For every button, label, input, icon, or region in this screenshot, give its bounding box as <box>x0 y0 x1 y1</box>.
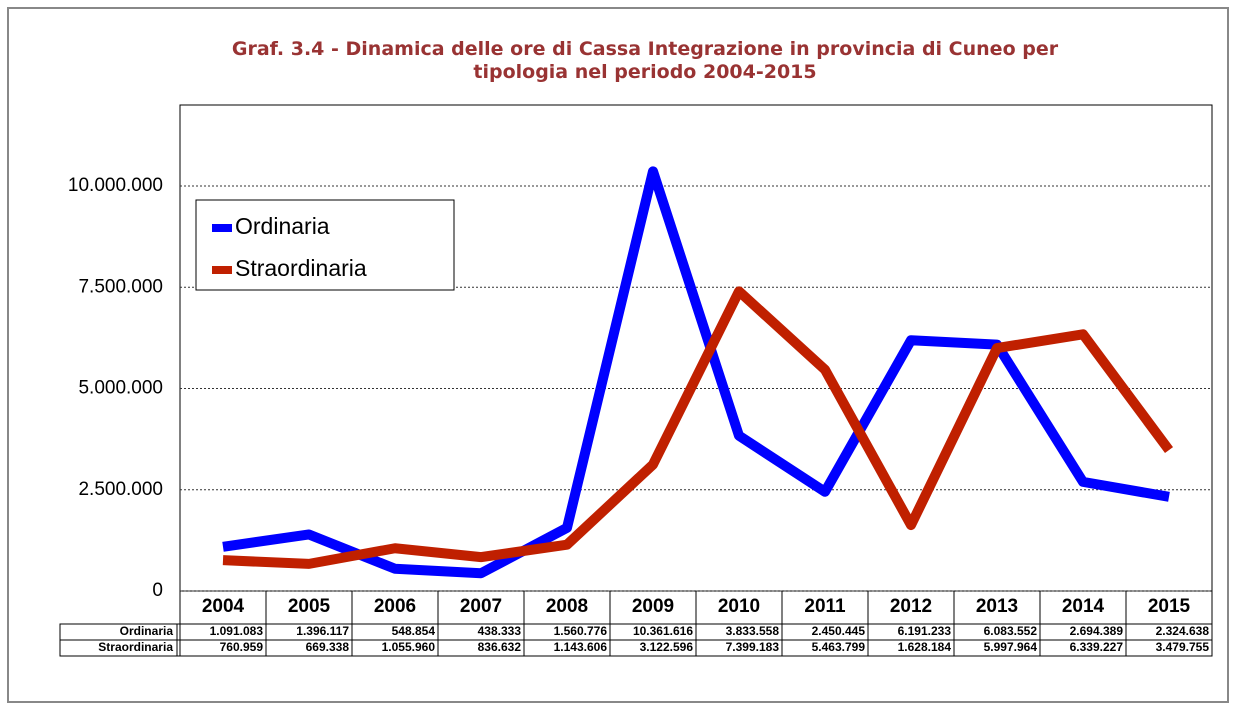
table-cell: 2.324.638 <box>1156 624 1210 638</box>
table-cell: 5.997.964 <box>984 640 1038 654</box>
x-tick-label: 2011 <box>804 596 846 617</box>
y-tick-label: 10.000.000 <box>68 175 163 196</box>
chart-title: Graf. 3.4 - Dinamica delle ore di Cassa … <box>231 38 1059 83</box>
x-tick-label: 2007 <box>460 596 502 617</box>
table-cell: 1.560.776 <box>554 624 608 638</box>
legend-label: Straordinaria <box>235 255 367 281</box>
legend-label: Ordinaria <box>235 213 330 239</box>
x-tick-label: 2008 <box>546 596 588 617</box>
y-tick-label: 0 <box>152 580 163 601</box>
table-cell: 3.122.596 <box>640 640 694 654</box>
legend-box <box>195 199 455 291</box>
table-cell: 5.463.799 <box>812 640 866 654</box>
series-line <box>222 286 1174 569</box>
table-cell: 10.361.616 <box>633 624 693 638</box>
series-line <box>222 166 1170 579</box>
table-cell: 438.333 <box>478 624 522 638</box>
x-tick-label: 2009 <box>632 596 674 617</box>
table-row-label: Ordinaria <box>120 624 174 638</box>
x-tick-label: 2006 <box>374 596 416 617</box>
table-cell: 7.399.183 <box>726 640 780 654</box>
x-tick-label: 2013 <box>976 596 1018 617</box>
x-tick-label: 2015 <box>1148 596 1191 617</box>
frame <box>7 7 1229 703</box>
y-tick-label: 5.000.000 <box>78 378 163 399</box>
table-cell: 2.694.389 <box>1070 624 1124 638</box>
y-tick-label: 2.500.000 <box>78 479 163 500</box>
legend-swatch <box>212 224 232 232</box>
y-tick-label: 7.500.000 <box>78 276 163 297</box>
table-cell: 760.959 <box>220 640 264 654</box>
x-tick-label: 2004 <box>202 596 245 617</box>
x-tick-label: 2012 <box>890 596 932 617</box>
table-cell: 1.055.960 <box>382 640 436 654</box>
x-tick-label: 2010 <box>718 596 760 617</box>
table-cell: 3.479.755 <box>1156 640 1210 654</box>
table-cell: 1.091.083 <box>210 624 264 638</box>
table-row-label: Straordinaria <box>98 640 173 654</box>
x-tick-label: 2005 <box>288 596 331 617</box>
table-cell: 2.450.445 <box>812 624 866 638</box>
table-cell: 836.632 <box>478 640 522 654</box>
legend-swatch <box>212 266 232 274</box>
table-cell: 1.143.606 <box>554 640 608 654</box>
table-cell: 1.396.117 <box>296 624 349 638</box>
plot-area <box>179 104 1213 592</box>
table-cell: 6.083.552 <box>984 624 1038 638</box>
table-cell: 548.854 <box>392 624 436 638</box>
table-cell: 6.339.227 <box>1070 640 1124 654</box>
table-cell: 3.833.558 <box>726 624 780 638</box>
table-cell: 6.191.233 <box>898 624 952 638</box>
table-cell: 669.338 <box>306 640 350 654</box>
x-tick-label: 2014 <box>1062 596 1105 617</box>
table-cell: 1.628.184 <box>898 640 952 654</box>
